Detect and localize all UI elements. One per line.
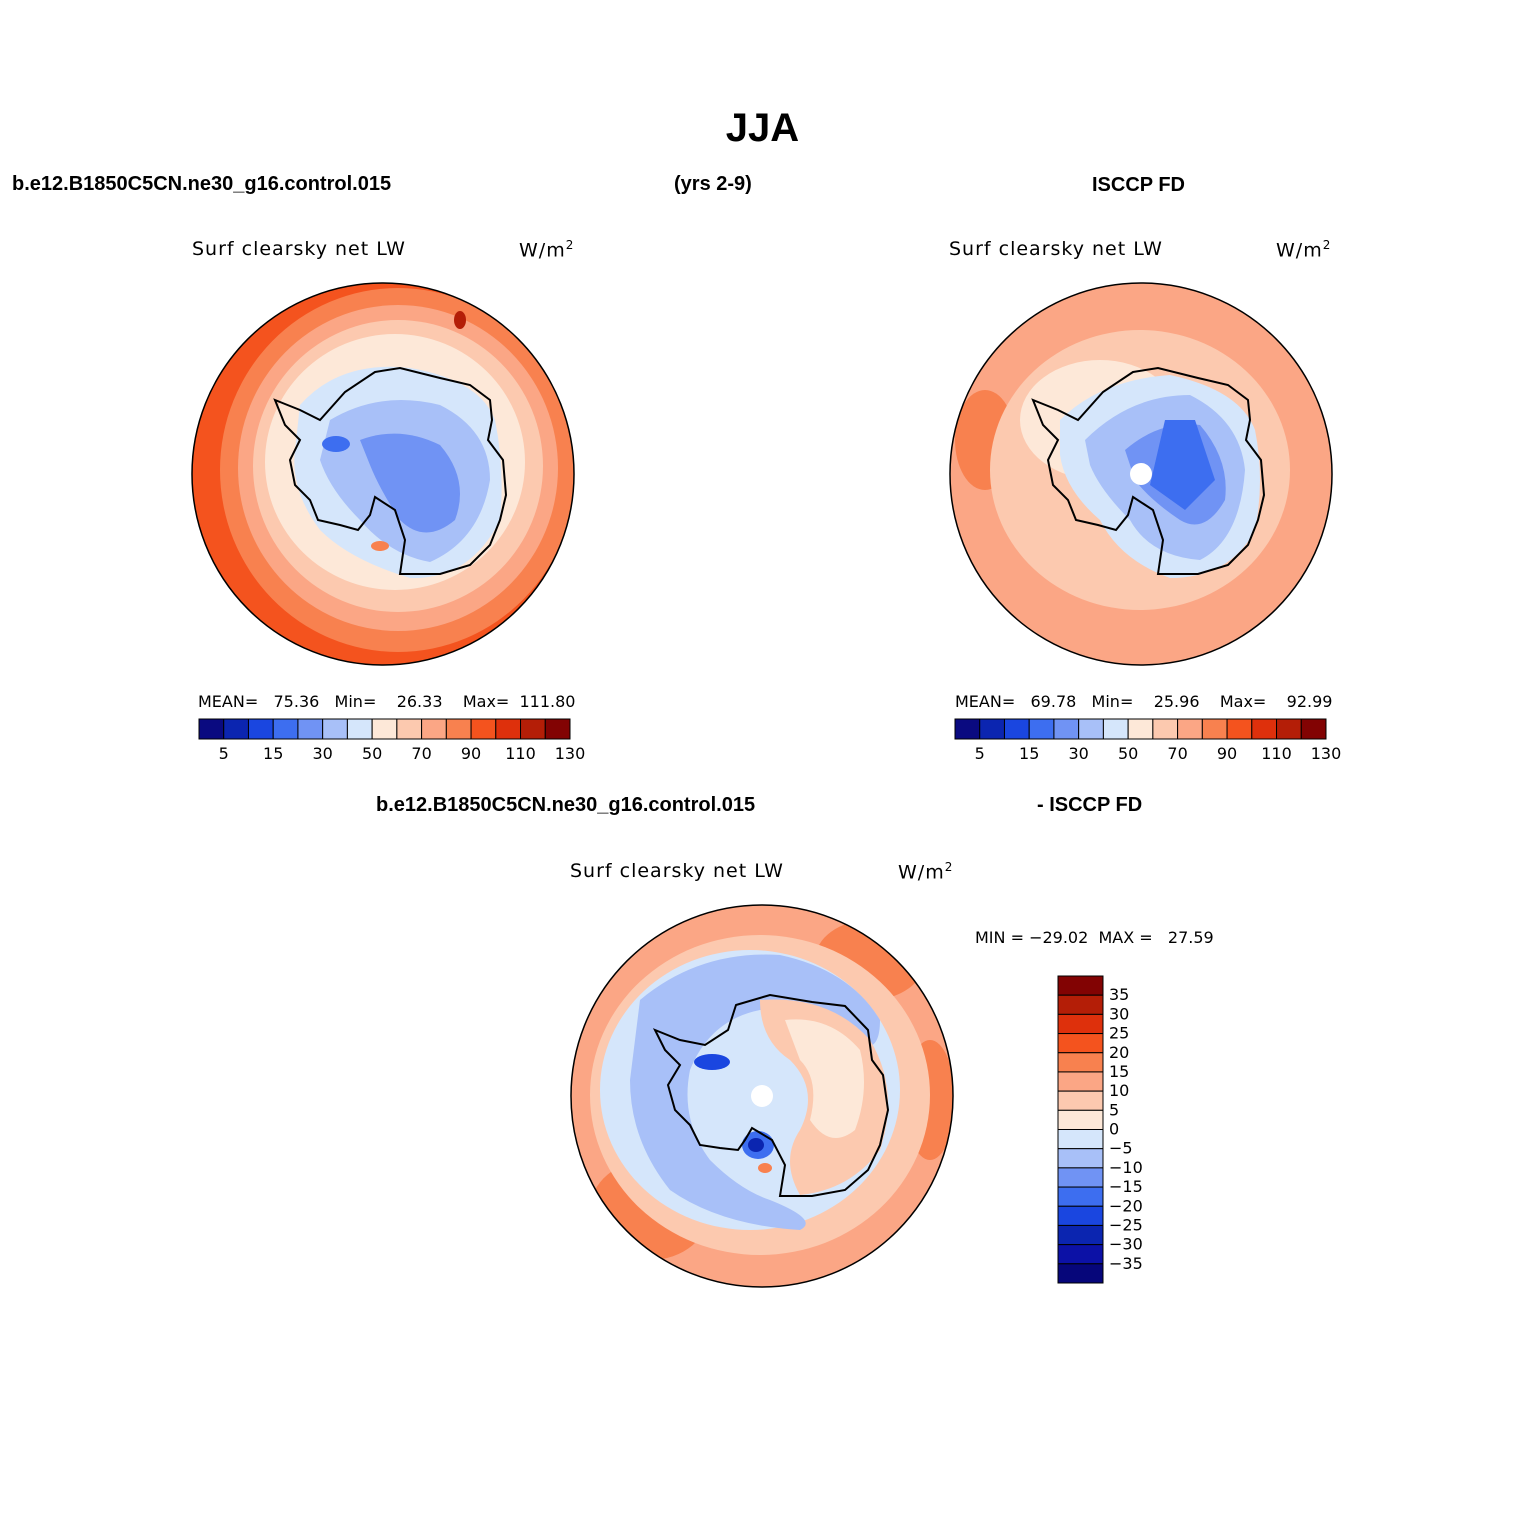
diff-map bbox=[570, 904, 954, 1288]
diff-colorbar-swatch bbox=[1057, 1263, 1104, 1284]
model-colorbar-tick-label: 70 bbox=[411, 744, 431, 763]
diff-colorbar-tick-label: −30 bbox=[1109, 1235, 1143, 1254]
model-colorbar-tick-label: 130 bbox=[555, 744, 586, 763]
model-colorbar-swatch bbox=[223, 718, 249, 740]
obs-colorbar-swatch bbox=[954, 718, 981, 740]
obs-colorbar-swatch bbox=[1177, 718, 1203, 740]
diff-colorbar-swatch bbox=[1057, 1205, 1104, 1226]
model-stats: MEAN= 75.36 Min= 26.33 Max= 111.80 bbox=[198, 692, 576, 711]
obs-colorbar-tick-label: 5 bbox=[975, 744, 985, 763]
model-colorbar-swatch bbox=[371, 718, 398, 740]
figure-title: JJA bbox=[725, 106, 800, 150]
model-colorbar-swatch bbox=[247, 718, 274, 740]
obs-colorbar: 5 15 30 50 70 90 110 130 bbox=[954, 718, 1342, 763]
obs-colorbar-swatch bbox=[1152, 718, 1179, 740]
diff-colorbar-tick-label: 20 bbox=[1109, 1043, 1129, 1062]
obs-panel-units: W/m2 bbox=[1276, 238, 1332, 262]
obs-colorbar-tick-label: 30 bbox=[1068, 744, 1088, 763]
obs-colorbar-swatch bbox=[1053, 718, 1080, 740]
model-colorbar-swatch bbox=[470, 718, 497, 740]
model-colorbar-swatch bbox=[520, 718, 546, 740]
model-colorbar-swatch bbox=[421, 718, 447, 740]
model-colorbar-tick-label: 15 bbox=[263, 744, 283, 763]
obs-colorbar-swatch bbox=[1078, 718, 1104, 740]
obs-panel-variable: Surf clearsky net LW bbox=[949, 238, 1163, 260]
obs-colorbar-swatch bbox=[1003, 718, 1030, 740]
obs-colorbar-swatch bbox=[979, 718, 1005, 740]
obs-map bbox=[949, 282, 1333, 666]
model-colorbar-swatch bbox=[272, 718, 299, 740]
model-colorbar-tick-label: 5 bbox=[219, 744, 229, 763]
model-panel-variable: Surf clearsky net LW bbox=[192, 238, 406, 260]
model-colorbar-tick-label: 30 bbox=[312, 744, 332, 763]
model-colorbar-swatch bbox=[198, 718, 225, 740]
model-colorbar-tick-label: 90 bbox=[461, 744, 481, 763]
diff-colorbar-tick-label: −20 bbox=[1109, 1196, 1143, 1215]
model-colorbar-tick-label: 110 bbox=[505, 744, 536, 763]
obs-colorbar-tick-label: 130 bbox=[1311, 744, 1342, 763]
obs-colorbar-swatch bbox=[1300, 718, 1327, 740]
diff-colorbar-tick-label: −10 bbox=[1109, 1158, 1143, 1177]
diff-colorbar-swatch bbox=[1057, 1052, 1104, 1073]
obs-stats: MEAN= 69.78 Min= 25.96 Max= 92.99 bbox=[955, 692, 1333, 711]
diff-colorbar-swatch bbox=[1057, 1090, 1104, 1111]
obs-colorbar-tick-label: 50 bbox=[1118, 744, 1138, 763]
header-years: (yrs 2-9) bbox=[674, 173, 752, 195]
obs-colorbar-swatch bbox=[1276, 718, 1302, 740]
obs-colorbar-tick-label: 70 bbox=[1167, 744, 1187, 763]
diff-colorbar-swatch bbox=[1057, 1167, 1104, 1188]
diff-colorbar-swatch bbox=[1057, 1013, 1104, 1035]
model-panel-units: W/m2 bbox=[519, 238, 575, 262]
obs-colorbar-tick-label: 90 bbox=[1217, 744, 1237, 763]
model-colorbar-swatch bbox=[396, 718, 423, 740]
diff-colorbar-tick-label: 5 bbox=[1109, 1100, 1119, 1119]
model-colorbar-swatch bbox=[495, 718, 522, 740]
model-colorbar-swatch bbox=[322, 718, 348, 740]
obs-colorbar-swatch bbox=[1251, 718, 1278, 740]
diff-panel-variable: Surf clearsky net LW bbox=[570, 860, 784, 882]
diff-colorbar-swatch bbox=[1057, 994, 1104, 1015]
diff-panel-units: W/m2 bbox=[898, 860, 954, 884]
diff-colorbar-swatch bbox=[1057, 1071, 1104, 1092]
diff-colorbar-swatch bbox=[1057, 1129, 1104, 1150]
diff-colorbar-swatch bbox=[1057, 1148, 1104, 1169]
diff-colorbar-tick-label: −35 bbox=[1109, 1254, 1143, 1273]
diff-colorbar-tick-label: −5 bbox=[1109, 1139, 1133, 1158]
diff-colorbar-swatch bbox=[1057, 1186, 1104, 1207]
diff-colorbar-tick-label: 10 bbox=[1109, 1081, 1129, 1100]
diff-colorbar-swatch bbox=[1057, 1224, 1104, 1246]
header-obs-name: ISCCP FD bbox=[1092, 174, 1185, 196]
obs-colorbar-tick-label: 15 bbox=[1019, 744, 1039, 763]
model-colorbar-tick-label: 50 bbox=[362, 744, 382, 763]
diff-colorbar-tick-label: 30 bbox=[1109, 1004, 1129, 1023]
obs-colorbar-swatch bbox=[1028, 718, 1055, 740]
model-colorbar-swatch bbox=[445, 718, 472, 740]
header-case-name: b.e12.B1850C5CN.ne30_g16.control.015 bbox=[12, 173, 392, 195]
diff-colorbar-swatch bbox=[1057, 1109, 1104, 1130]
diff-colorbar-tick-label: 25 bbox=[1109, 1024, 1129, 1043]
obs-colorbar-swatch bbox=[1226, 718, 1253, 740]
diff-colorbar-tick-label: −15 bbox=[1109, 1177, 1143, 1196]
diff-colorbar-tick-label: 35 bbox=[1109, 985, 1129, 1004]
model-map bbox=[191, 282, 575, 666]
diff-obs-name: - ISCCP FD bbox=[1037, 794, 1143, 816]
obs-colorbar-tick-label: 110 bbox=[1261, 744, 1292, 763]
diff-colorbar-swatch bbox=[1057, 1244, 1104, 1265]
diff-stats: MIN = −29.02 MAX = 27.59 bbox=[975, 928, 1214, 947]
model-colorbar: 5 15 30 50 70 90 110 130 bbox=[198, 718, 586, 763]
model-colorbar-swatch bbox=[544, 718, 571, 740]
diff-colorbar-swatch bbox=[1057, 1033, 1104, 1054]
model-colorbar-swatch bbox=[297, 718, 324, 740]
diff-colorbar-swatch bbox=[1057, 975, 1104, 996]
obs-colorbar-swatch bbox=[1201, 718, 1228, 740]
diff-colorbar-tick-label: −25 bbox=[1109, 1215, 1143, 1234]
diff-colorbar-tick-label: 15 bbox=[1109, 1062, 1129, 1081]
model-colorbar-swatch bbox=[346, 718, 373, 740]
diff-case-name: b.e12.B1850C5CN.ne30_g16.control.015 bbox=[376, 794, 756, 816]
diff-colorbar-tick-label: 0 bbox=[1109, 1120, 1119, 1139]
obs-colorbar-swatch bbox=[1127, 718, 1154, 740]
obs-colorbar-swatch bbox=[1102, 718, 1129, 740]
